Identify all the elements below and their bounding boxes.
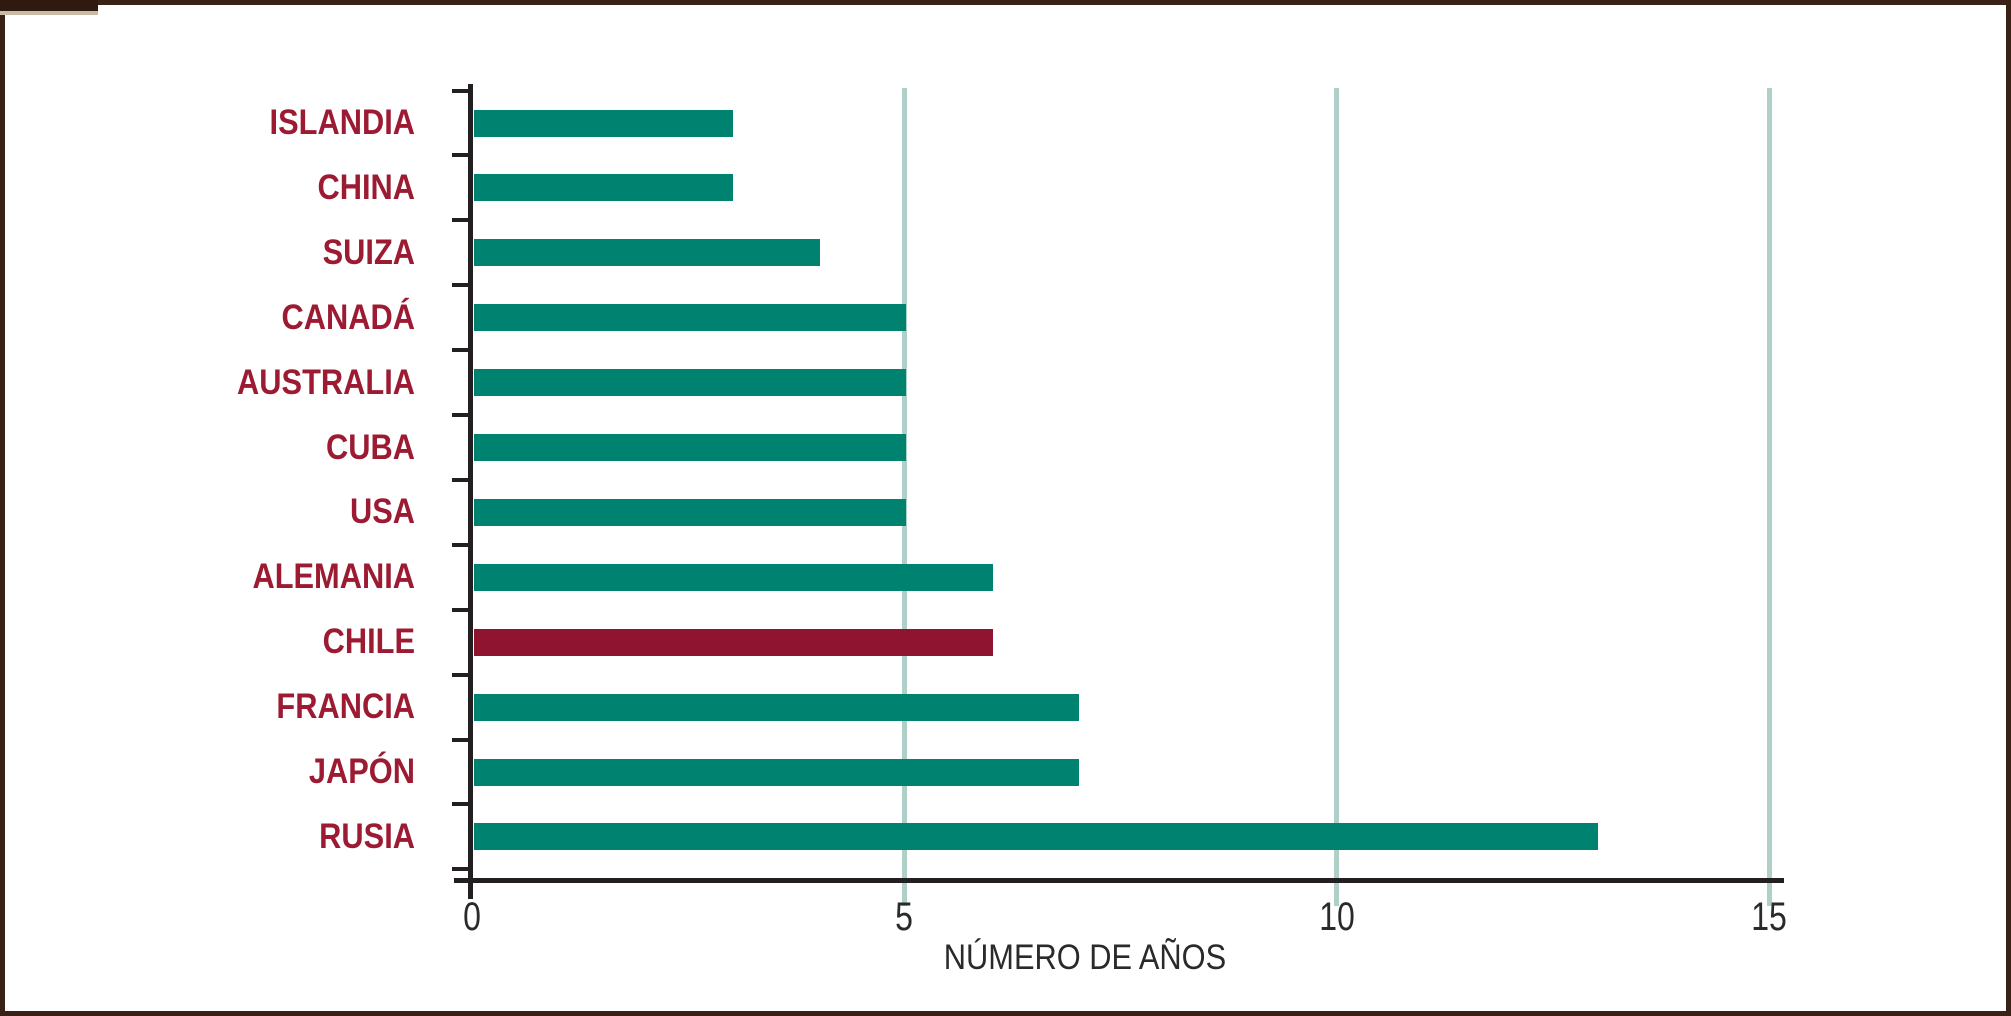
gridline-5 <box>902 88 907 906</box>
category-label-islandia: ISLANDIA <box>269 103 415 142</box>
bar-canadá <box>474 304 906 331</box>
y-axis-tick <box>452 153 469 157</box>
y-axis-tick <box>452 348 469 352</box>
y-axis-tick <box>452 478 469 482</box>
bar-china <box>474 174 733 201</box>
bar-alemania <box>474 564 993 591</box>
y-axis-tick <box>452 543 469 547</box>
scan-artifact-mark <box>0 0 98 11</box>
category-label-francia: FRANCIA <box>276 687 415 726</box>
x-axis-line <box>454 878 1784 883</box>
y-axis-tick <box>452 89 469 93</box>
bar-chile <box>474 629 993 656</box>
x-tick-label-10: 10 <box>1319 895 1355 939</box>
category-label-canadá: CANADÁ <box>281 298 415 337</box>
category-label-usa: USA <box>349 492 415 531</box>
category-label-china: CHINA <box>317 168 415 207</box>
gridline-15 <box>1767 88 1772 906</box>
scan-artifact-shadow <box>0 11 98 15</box>
bar-francia <box>474 694 1079 721</box>
category-label-japón: JAPÓN <box>308 752 415 791</box>
bar-japón <box>474 759 1079 786</box>
category-label-cuba: CUBA <box>326 428 415 467</box>
bar-usa <box>474 499 906 526</box>
y-axis-tick <box>452 867 469 871</box>
y-axis-tick <box>452 673 469 677</box>
y-axis-tick <box>452 802 469 806</box>
gridline-10 <box>1334 88 1339 906</box>
y-axis-tick <box>452 738 469 742</box>
category-label-rusia: RUSIA <box>319 817 415 856</box>
y-axis-tick <box>452 218 469 222</box>
y-axis-line <box>468 84 473 883</box>
bar-rusia <box>474 823 1598 850</box>
x-tick-label-0: 0 <box>463 895 481 939</box>
x-axis-zero-tick <box>468 883 473 899</box>
category-label-australia: AUSTRALIA <box>237 363 415 402</box>
x-tick-label-15: 15 <box>1751 895 1787 939</box>
category-label-suiza: SUIZA <box>322 233 415 272</box>
bar-cuba <box>474 434 906 461</box>
bar-australia <box>474 369 906 396</box>
y-axis-tick <box>452 283 469 287</box>
x-axis-title: NÚMERO DE AÑOS <box>943 938 1227 977</box>
x-tick-label-5: 5 <box>895 895 913 939</box>
y-axis-tick <box>452 413 469 417</box>
category-label-alemania: ALEMANIA <box>252 557 415 596</box>
bar-islandia <box>474 110 733 137</box>
y-axis-tick <box>452 608 469 612</box>
bar-suiza <box>474 239 820 266</box>
category-label-chile: CHILE <box>322 622 415 661</box>
